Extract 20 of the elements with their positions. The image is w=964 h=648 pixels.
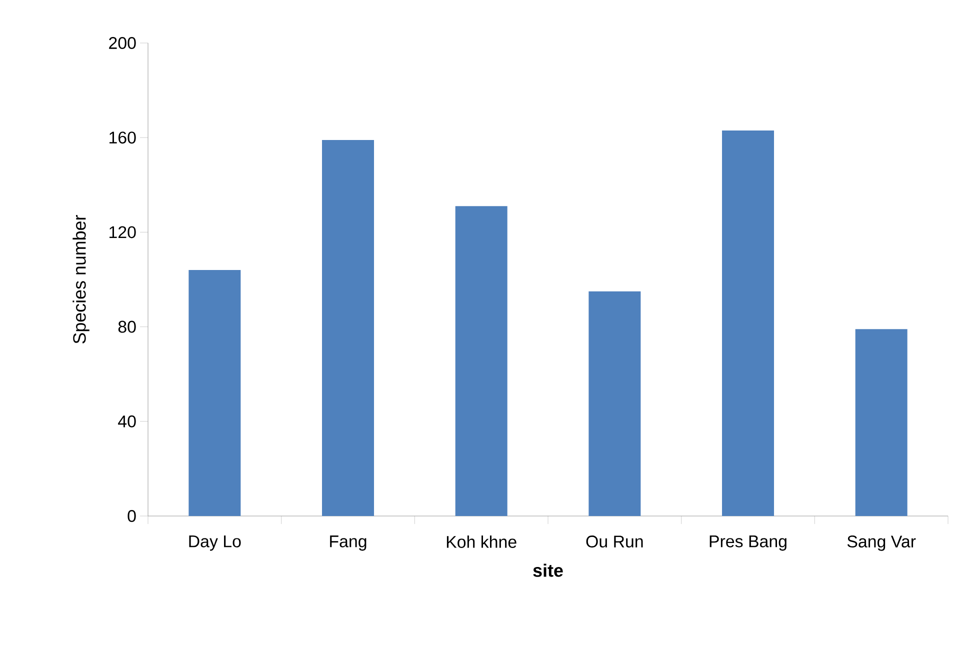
y-tick-label: 200 [109, 37, 136, 49]
x-tick-label: Sang Var [847, 536, 916, 551]
y-tick-label: 160 [110, 132, 136, 144]
y-tick-label: 40 [118, 415, 136, 428]
bar [322, 140, 374, 516]
bar [722, 130, 774, 516]
y-axis-title: Species number [72, 215, 90, 344]
x-tick-label: Ou Run [586, 536, 643, 548]
x-tick-label: Day Lo [189, 536, 241, 551]
bar [855, 329, 908, 516]
x-tick-label: Koh khne [446, 536, 516, 548]
y-tick-label: 80 [118, 320, 136, 333]
y-tick-label: 120 [110, 226, 136, 238]
x-tick-label: Fang [330, 536, 366, 551]
bar [455, 206, 508, 516]
bar [588, 291, 641, 516]
y-tick-label: 0 [128, 510, 136, 522]
bar [188, 270, 241, 516]
x-tick-label: Pres Bang [710, 536, 786, 551]
x-axis-title: site [533, 564, 563, 577]
